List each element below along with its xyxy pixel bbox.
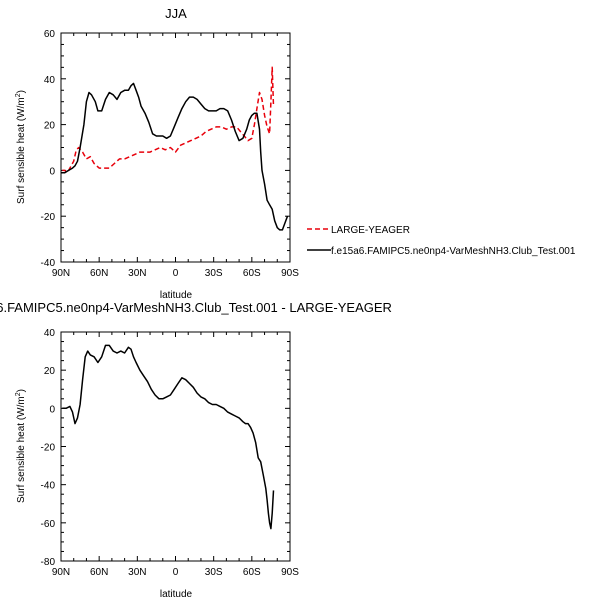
y-axis-label-superscript: 2 <box>15 392 22 396</box>
y-tick-label: 40 <box>44 75 56 86</box>
x-tick-label: 30S <box>205 268 223 279</box>
series-line-difference <box>62 344 275 530</box>
y-tick-label: 20 <box>44 121 56 132</box>
tick-marks <box>60 32 291 263</box>
y-tick-label: -40 <box>41 481 56 492</box>
y-tick-labels: -40 -20 0 20 40 60 <box>41 29 56 269</box>
y-axis-label-main: Surf sensible heat (W/m <box>16 97 27 204</box>
x-axis-label: latitude <box>160 290 193 301</box>
chart-title: f.e15a6.FAMIPC5.ne0np4-VarMeshNH3.Club_T… <box>0 300 392 315</box>
series-line-large-yeager <box>62 66 275 174</box>
y-axis-label-superscript: 2 <box>15 93 22 97</box>
y-tick-label: -20 <box>41 443 56 454</box>
y-tick-label: -80 <box>41 557 56 568</box>
y-tick-label: 0 <box>49 404 55 415</box>
chart-title: JJA <box>165 6 187 21</box>
y-tick-label: -60 <box>41 519 56 530</box>
top-chart: JJA -40 -20 0 20 40 60 90N 60N 30N 0 30S 60S 90S la… <box>15 6 576 301</box>
x-tick-label: 90S <box>281 268 299 279</box>
y-axis-label-end: ) <box>16 90 27 93</box>
x-tick-label: 0 <box>173 567 179 578</box>
bottom-chart: f.e15a6.FAMIPC5.ne0np4-VarMeshNH3.Club_T… <box>0 300 392 600</box>
y-tick-label: -40 <box>41 258 56 269</box>
x-tick-label: 30S <box>205 567 223 578</box>
x-tick-label: 90N <box>52 567 70 578</box>
x-axis-label: latitude <box>160 589 193 600</box>
y-tick-label: -20 <box>41 212 56 223</box>
series-lines <box>61 66 289 231</box>
plot-frame <box>60 32 291 263</box>
x-tick-label: 90S <box>281 567 299 578</box>
y-tick-label: 20 <box>44 366 56 377</box>
y-tick-label: 60 <box>44 29 56 40</box>
x-tick-label: 60S <box>243 567 261 578</box>
x-tick-label: 0 <box>173 268 179 279</box>
x-tick-label: 60S <box>243 268 261 279</box>
x-tick-labels: 90N 60N 30N 0 30S 60S 90S <box>52 268 299 279</box>
x-tick-labels: 90N 60N 30N 0 30S 60S 90S <box>52 567 299 578</box>
x-tick-label: 60N <box>90 268 108 279</box>
series-lines <box>62 344 275 530</box>
x-tick-label: 90N <box>52 268 70 279</box>
y-axis-label-end: ) <box>16 389 27 392</box>
x-tick-label: 60N <box>90 567 108 578</box>
y-tick-label: 40 <box>44 328 56 339</box>
legend: LARGE-YEAGER f.e15a6.FAMIPC5.ne0np4-VarM… <box>307 225 576 257</box>
legend-label-model: f.e15a6.FAMIPC5.ne0np4-VarMeshNH3.Club_T… <box>331 246 576 257</box>
x-tick-label: 30N <box>128 268 146 279</box>
y-tick-labels: -80 -60 -40 -20 0 20 40 <box>41 328 56 568</box>
x-tick-label: 30N <box>128 567 146 578</box>
y-axis-label-main: Surf sensible heat (W/m <box>16 396 27 503</box>
legend-label-large-yeager: LARGE-YEAGER <box>331 225 410 236</box>
y-tick-label: 0 <box>49 166 55 177</box>
y-axis-label: Surf sensible heat (W/m2) <box>15 389 27 503</box>
plot-frame <box>60 331 291 562</box>
y-axis-label: Surf sensible heat (W/m2) <box>15 90 27 204</box>
series-line-f-e15a6-famipc5-ne0np4-varmeshnh3-club-test-001 <box>61 82 289 231</box>
